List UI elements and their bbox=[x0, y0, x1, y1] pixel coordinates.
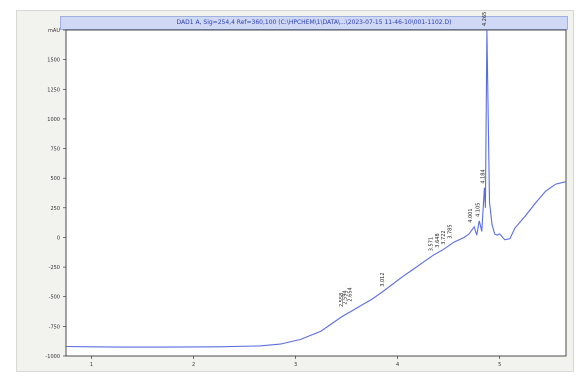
peak-label: 4.184 bbox=[480, 169, 486, 183]
peak-label: 2.654 bbox=[348, 287, 354, 301]
y-tick-label: -500 bbox=[49, 295, 60, 301]
peak-label: 3.648 bbox=[435, 233, 441, 247]
x-tick-label: 2 bbox=[192, 362, 195, 368]
y-tick-label: 1250 bbox=[47, 87, 60, 93]
peak-label: 3.012 bbox=[380, 272, 386, 286]
peak-label: 3.571 bbox=[428, 237, 434, 251]
plot-area bbox=[65, 29, 567, 357]
peak-label: 3.785 bbox=[448, 224, 454, 238]
y-tick-label: 750 bbox=[50, 147, 60, 153]
y-tick-label: 1500 bbox=[47, 58, 60, 64]
x-tick-label: 3 bbox=[294, 362, 297, 368]
x-tick-label: 1 bbox=[90, 362, 93, 368]
peak-label: 3.722 bbox=[441, 230, 447, 244]
peak-label: 2.558 bbox=[339, 293, 345, 307]
chromatogram-trace bbox=[65, 29, 567, 348]
y-tick-label: 250 bbox=[50, 206, 60, 212]
y-tick-label: -750 bbox=[49, 324, 60, 330]
chart-title-bar: DAD1 A, Sig=254,4 Ref=360,100 (C:\HPCHEM… bbox=[60, 16, 568, 30]
x-tick-label: 4 bbox=[396, 362, 399, 368]
peak-label: 2.594 bbox=[343, 290, 349, 304]
peak-label: 4.265 bbox=[482, 12, 488, 26]
y-tick-label: 1000 bbox=[47, 117, 60, 123]
x-tick-label: 5 bbox=[498, 362, 501, 368]
y-tick-label: mAU bbox=[48, 28, 60, 34]
peak-label: 4.001 bbox=[468, 208, 474, 222]
peak-label: 4.105 bbox=[475, 203, 481, 217]
y-tick-label: -1000 bbox=[45, 354, 60, 360]
y-tick-label: -250 bbox=[49, 265, 60, 271]
y-tick-label: 500 bbox=[50, 176, 60, 182]
y-tick-label: 0 bbox=[57, 235, 60, 241]
